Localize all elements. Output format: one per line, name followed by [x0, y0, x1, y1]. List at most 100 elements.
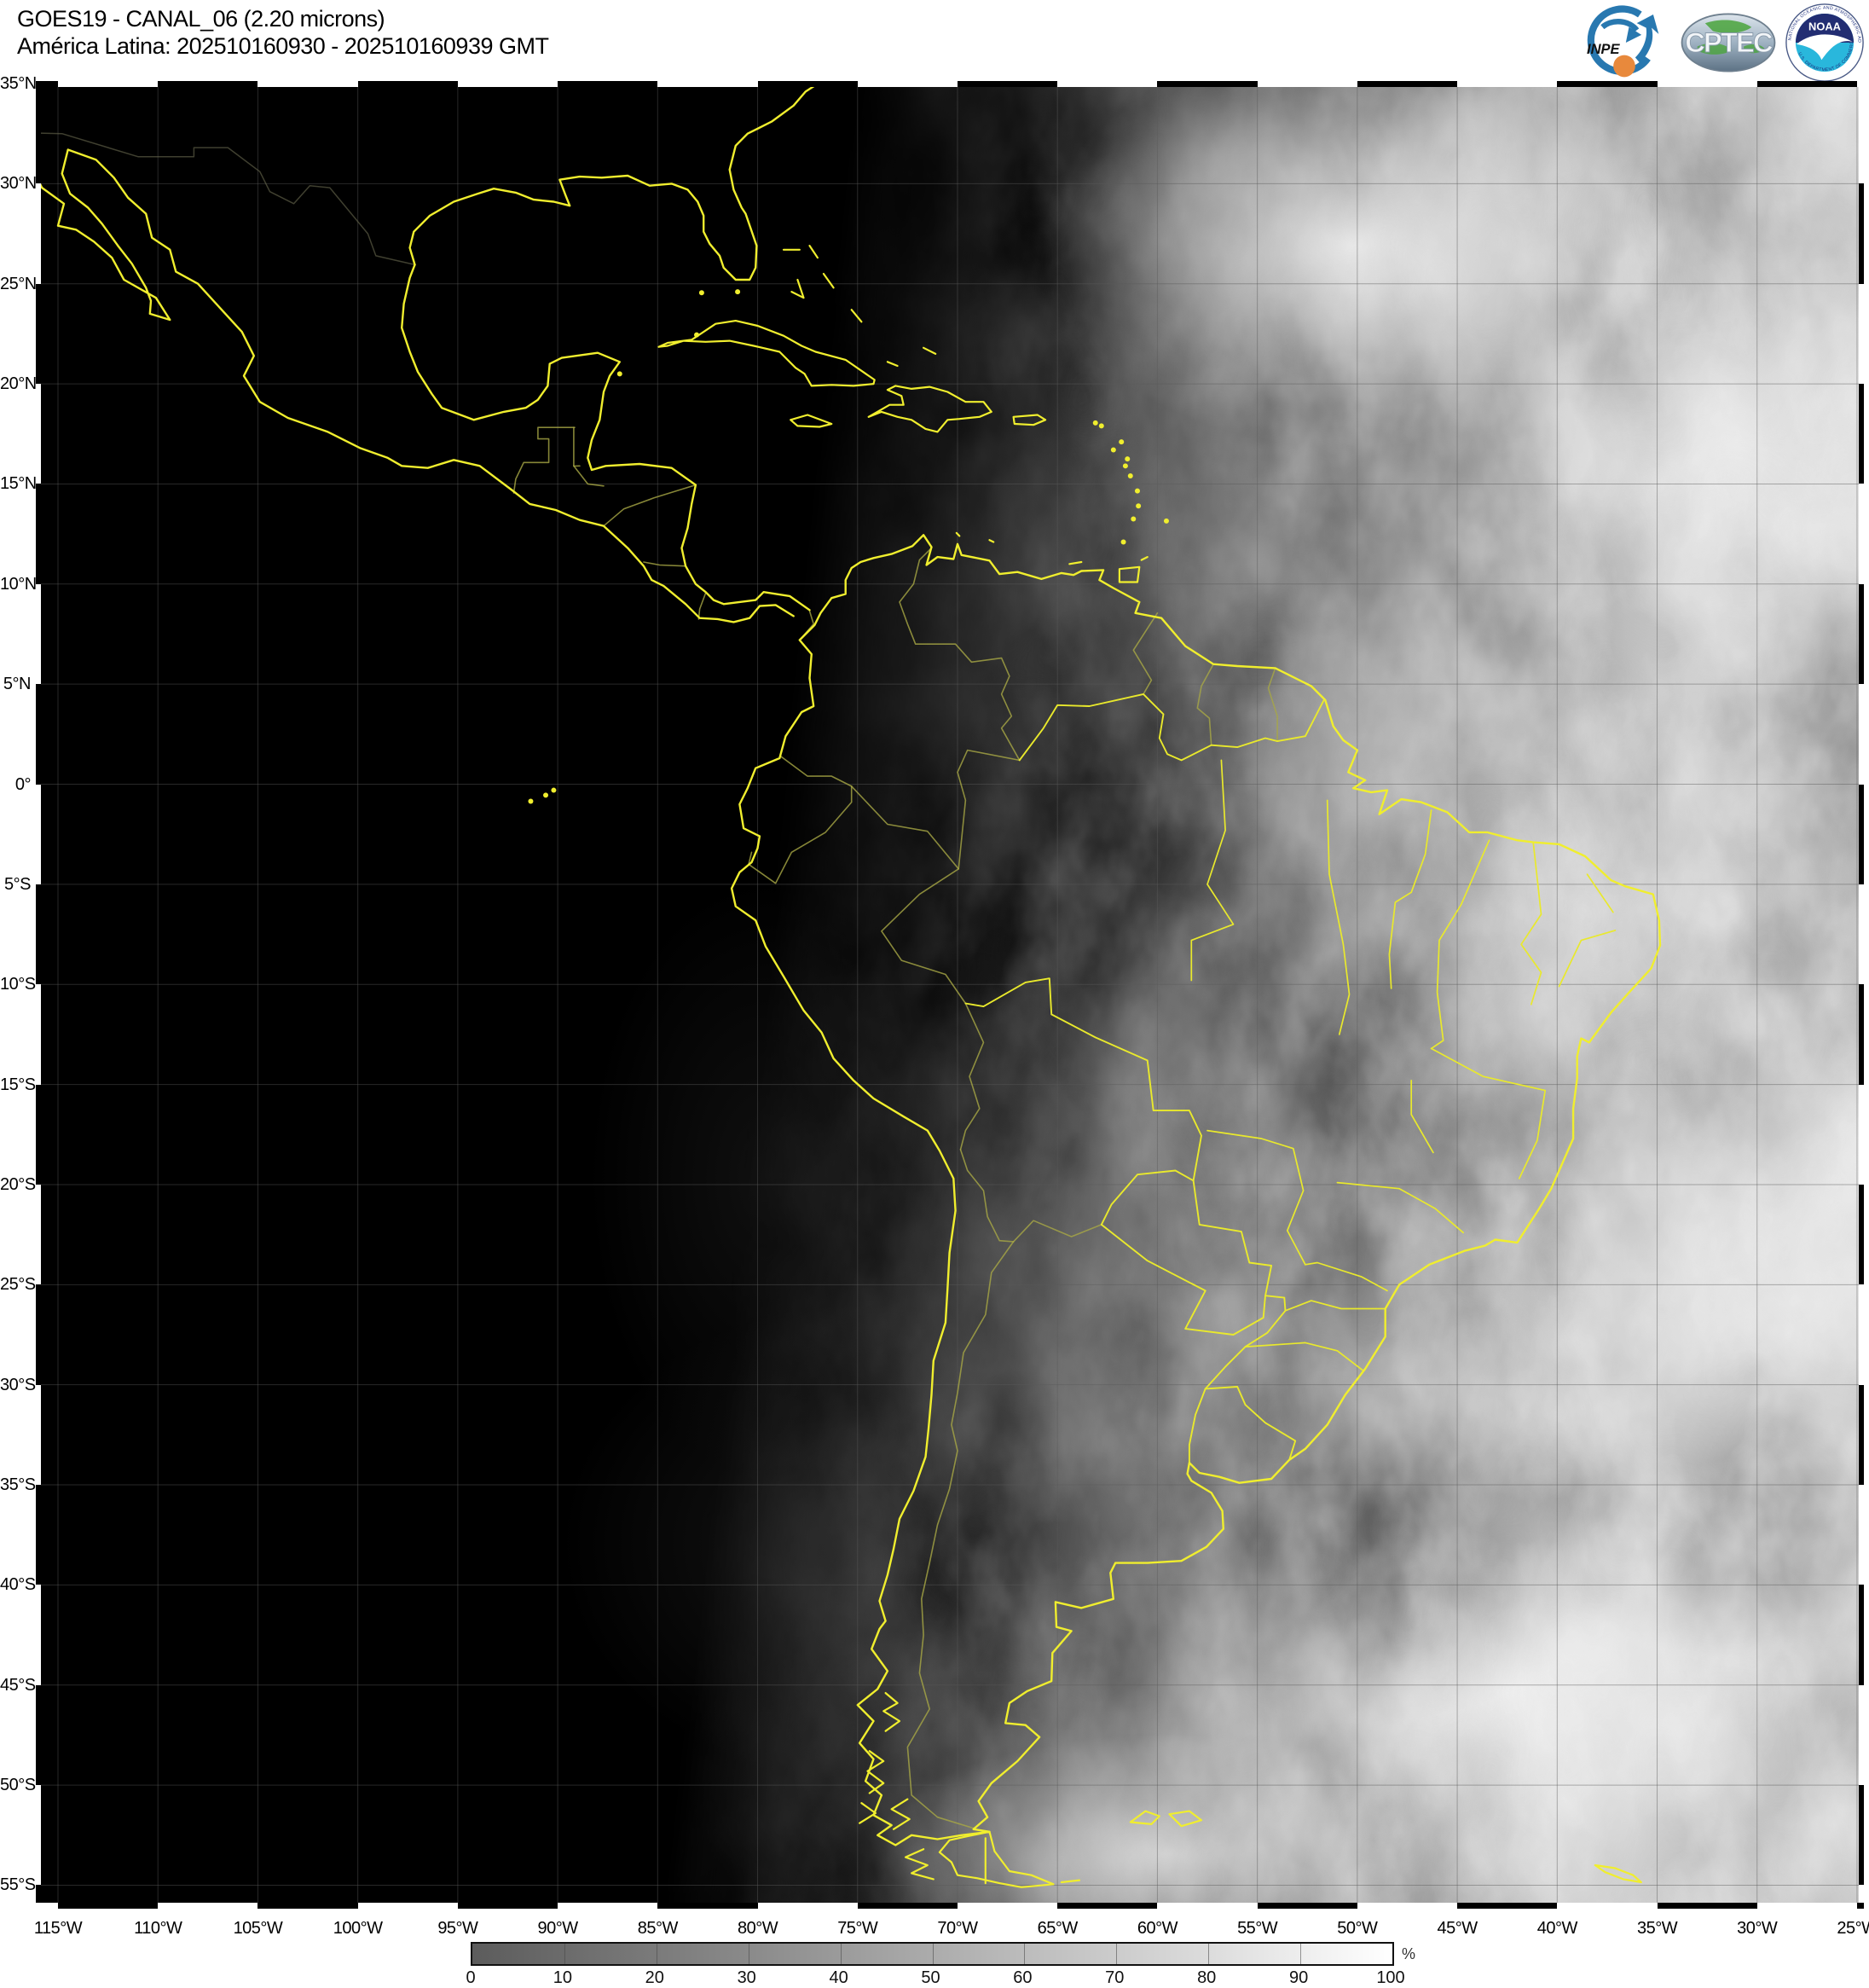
neatline-segment	[1357, 81, 1458, 87]
country-border-day	[964, 977, 1202, 1182]
latitude-label: 55°S	[0, 1875, 36, 1895]
coastline	[36, 148, 795, 623]
island-coastline	[1168, 1810, 1203, 1828]
neatline-segment	[1859, 784, 1864, 884]
country-border	[512, 426, 576, 494]
neatline-segment	[1859, 1284, 1864, 1385]
latitude-label: 35°S	[0, 1475, 36, 1495]
country-border	[697, 592, 707, 620]
neatline-segment	[1557, 1903, 1658, 1909]
colorbar-tick-label: 50	[921, 1968, 940, 1987]
country-border-day	[1204, 1386, 1297, 1461]
island-coastline	[890, 1798, 911, 1830]
island-coastline	[866, 1750, 885, 1794]
country-border	[573, 465, 605, 487]
coastline	[408, 81, 821, 281]
island-coastline	[1118, 565, 1141, 583]
country-border-day	[1100, 1169, 1195, 1226]
country-border-day	[1018, 693, 1326, 762]
neatline-segment	[36, 1684, 41, 1786]
reflectance-colorbar	[471, 1942, 1394, 1966]
neatline-segment	[457, 1903, 558, 1909]
neatline-segment	[1457, 1903, 1558, 1909]
neatline-segment	[36, 1284, 41, 1385]
latitude-label: 10°S	[0, 975, 36, 994]
neatline-segment	[36, 784, 41, 884]
country-border	[779, 755, 853, 787]
noaa-logo: NOAA NATIONAL OCEANIC AND ATMOSPHERIC AD…	[1785, 3, 1864, 82]
neatline-segment	[1859, 1684, 1864, 1786]
neatline-segment	[1859, 684, 1864, 785]
neatline-segment	[36, 1903, 58, 1909]
small-island	[1163, 518, 1169, 524]
island-coastline	[1060, 1879, 1081, 1884]
neatline-segment	[1257, 81, 1357, 87]
longitude-label: 65°W	[1037, 1919, 1079, 1938]
island-coastline	[867, 385, 992, 433]
island-coastline	[657, 320, 876, 387]
island-coastline	[1140, 556, 1149, 561]
neatline-segment	[1859, 984, 1864, 1085]
island-coastline	[886, 361, 899, 368]
neatline-segment	[1859, 283, 1864, 385]
neatline-segment	[357, 81, 458, 87]
small-island	[616, 371, 622, 377]
neatline-segment	[1557, 81, 1658, 87]
neatline-segment	[36, 384, 41, 484]
small-island	[1098, 423, 1104, 429]
latitude-label: 20°N	[0, 374, 37, 394]
neatline-segment	[357, 1903, 458, 1909]
geography-overlay	[36, 81, 1864, 1909]
small-island	[1119, 439, 1125, 445]
longitude-label: 35°W	[1636, 1919, 1678, 1938]
neatline-segment	[1859, 384, 1864, 484]
latitude-label: 50°S	[0, 1776, 36, 1795]
island-coastline	[822, 272, 835, 289]
neatline-segment	[36, 684, 41, 785]
small-island	[1120, 539, 1126, 545]
colorbar-tick	[1024, 1944, 1026, 1964]
small-island	[735, 289, 741, 295]
neatline-segment	[36, 81, 58, 87]
colorbar-tick-label: 10	[553, 1968, 573, 1987]
brazil-state-border	[1430, 1047, 1547, 1179]
brazil-state-border	[1558, 930, 1617, 988]
product-title: GOES19 - CANAL_06 (2.20 microns)	[17, 6, 385, 32]
neatline-segment	[36, 1084, 41, 1185]
latitude-label: 40°S	[0, 1575, 36, 1595]
longitude-label: 30°W	[1737, 1919, 1778, 1938]
country-border	[799, 610, 814, 641]
colorbar-tick-label: 40	[829, 1968, 848, 1987]
neatline-segment	[158, 81, 258, 87]
island-coastline	[938, 1830, 1055, 1888]
latitude-label: 25°S	[0, 1275, 36, 1295]
country-border-day	[1188, 1388, 1206, 1464]
small-island	[1136, 503, 1142, 509]
neatline-segment	[1859, 1585, 1864, 1685]
small-island	[1127, 473, 1133, 479]
small-island	[698, 290, 704, 296]
country-border	[603, 484, 697, 527]
neatline-segment	[657, 1903, 758, 1909]
brazil-state-border	[1336, 1181, 1464, 1234]
brazil-state-border	[1520, 841, 1542, 1006]
latitude-label: 30°S	[0, 1375, 36, 1394]
longitude-label: 105°W	[233, 1919, 283, 1938]
country-border-day	[1204, 1295, 1287, 1390]
country-border-day	[1192, 1179, 1273, 1297]
island-coastline	[1012, 414, 1047, 426]
country-border	[1132, 612, 1159, 695]
country-border	[1012, 1220, 1102, 1243]
coastline	[730, 534, 1662, 1846]
latitude-label: 15°S	[0, 1075, 36, 1094]
country-border	[643, 561, 686, 567]
neatline-segment	[1859, 1785, 1864, 1886]
neatline-segment	[257, 1903, 358, 1909]
longitude-label: 110°W	[134, 1919, 182, 1938]
neatline-segment	[36, 1485, 41, 1585]
latitude-label: 10°N	[0, 574, 37, 594]
brazil-state-border	[1190, 759, 1235, 982]
colorbar-tick-label: 0	[466, 1968, 476, 1987]
neatline-segment	[1859, 1084, 1864, 1185]
product-subtitle: América Latina: 202510160930 - 202510160…	[17, 33, 549, 59]
